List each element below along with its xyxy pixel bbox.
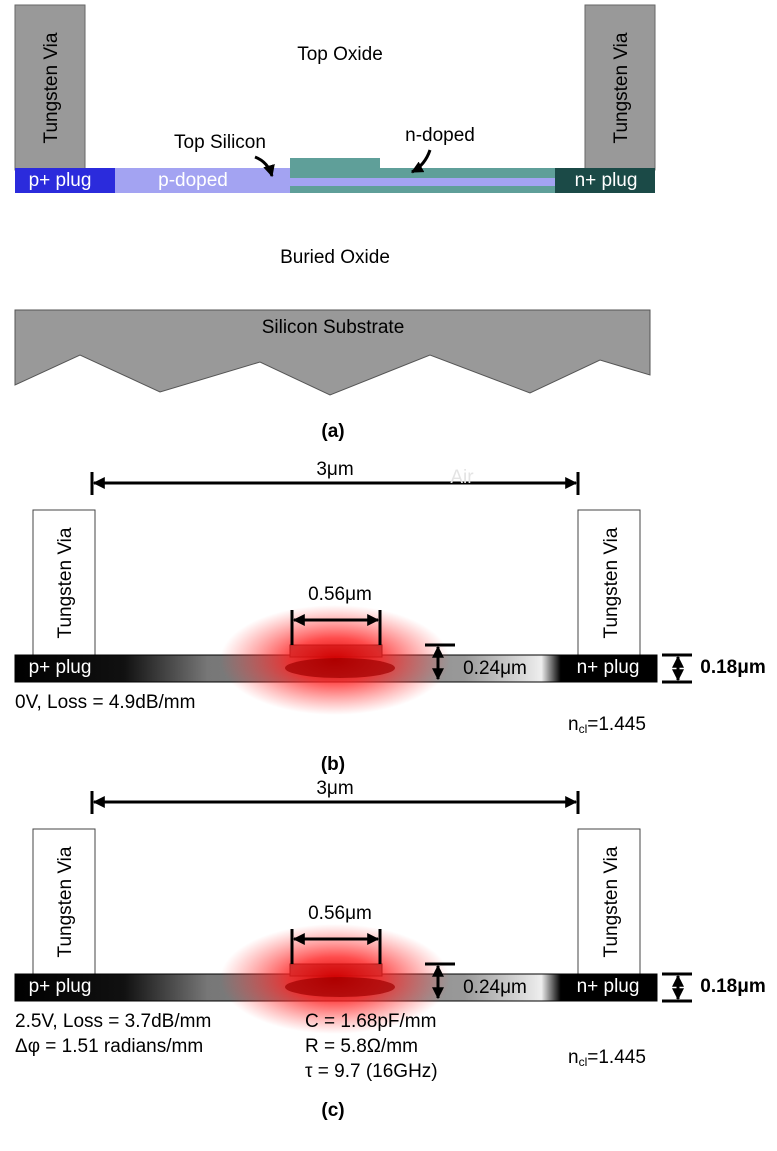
via-label: Tungsten Via [601,846,622,957]
via [577,828,641,976]
condition: 0V, Loss = 4.9dB/mm [15,692,195,713]
label: n-doped [405,125,475,146]
index-value: =1.445 [587,714,646,735]
index-subscript: cl [579,1055,588,1069]
label: n+ plug [577,976,640,997]
n-layer [290,186,555,193]
dimension-label: 0.18μm [700,657,766,678]
label: p+ plug [29,657,92,678]
via-label: Tungsten Via [611,32,632,143]
label: n+ plug [577,657,640,678]
dimension-label: 0.24μm [463,658,527,679]
label: Top Silicon [174,132,266,153]
caption: (c) [321,1100,344,1121]
label: Top Oxide [297,44,383,65]
index-subscript: cl [579,722,588,736]
condition: 2.5V, Loss = 3.7dB/mm [15,1011,211,1032]
label: Air [450,467,474,488]
dimension-label: 0.24μm [463,977,527,998]
mode-core [285,658,395,678]
dimension-label: 0.18μm [700,976,766,997]
parameter: C = 1.68pF/mm [305,1011,436,1032]
n-layer [290,168,555,178]
label: n+ plug [575,170,638,191]
dimension-label: 0.56μm [308,903,372,924]
condition: Δφ = 1.51 radians/mm [15,1036,203,1057]
via [577,509,641,657]
dimension-label: 3μm [316,778,353,799]
via-label: Tungsten Via [55,846,76,957]
pointer [410,149,432,174]
index-symbol: n [568,1047,579,1068]
index-label: ncl=1.445 [568,714,646,736]
dimension-label: 0.56μm [308,584,372,605]
mode-core [285,977,395,997]
via-label: Tungsten Via [55,527,76,638]
n-plus [555,168,655,193]
parameter: R = 5.8Ω/mm [305,1036,418,1057]
via-label: Tungsten Via [601,527,622,638]
caption: (a) [321,421,344,442]
rib [290,158,380,170]
panel-a: Tungsten Via Tungsten Via Top Oxide p+ p… [14,4,656,442]
label: Silicon Substrate [262,317,405,338]
p-doped [115,168,290,193]
index-value: =1.445 [587,1047,646,1068]
substrate [14,309,651,396]
caption: (b) [321,754,345,775]
via-label: Tungsten Via [41,32,62,143]
index-label: ncl=1.445 [568,1047,646,1069]
label: Buried Oxide [280,247,390,268]
pointer [254,155,275,178]
via [584,4,656,171]
label: p-doped [158,170,228,191]
via [32,509,96,657]
via [14,4,86,171]
panel-c: 3μm Tungsten Via Tungsten Via p+ plug n+ plu… [14,778,766,1121]
parameter: τ = 9.7 (16GHz) [305,1061,438,1082]
p-plus [15,168,115,193]
label: p+ plug [29,976,92,997]
panel-b: 3μm Air Tungsten Via Tungsten Via p+ plug n+ … [14,459,766,775]
index-symbol: n [568,714,579,735]
p-layer [290,178,555,186]
via [32,828,96,976]
label: p+ plug [29,170,92,191]
dimension-label: 3μm [316,459,353,480]
